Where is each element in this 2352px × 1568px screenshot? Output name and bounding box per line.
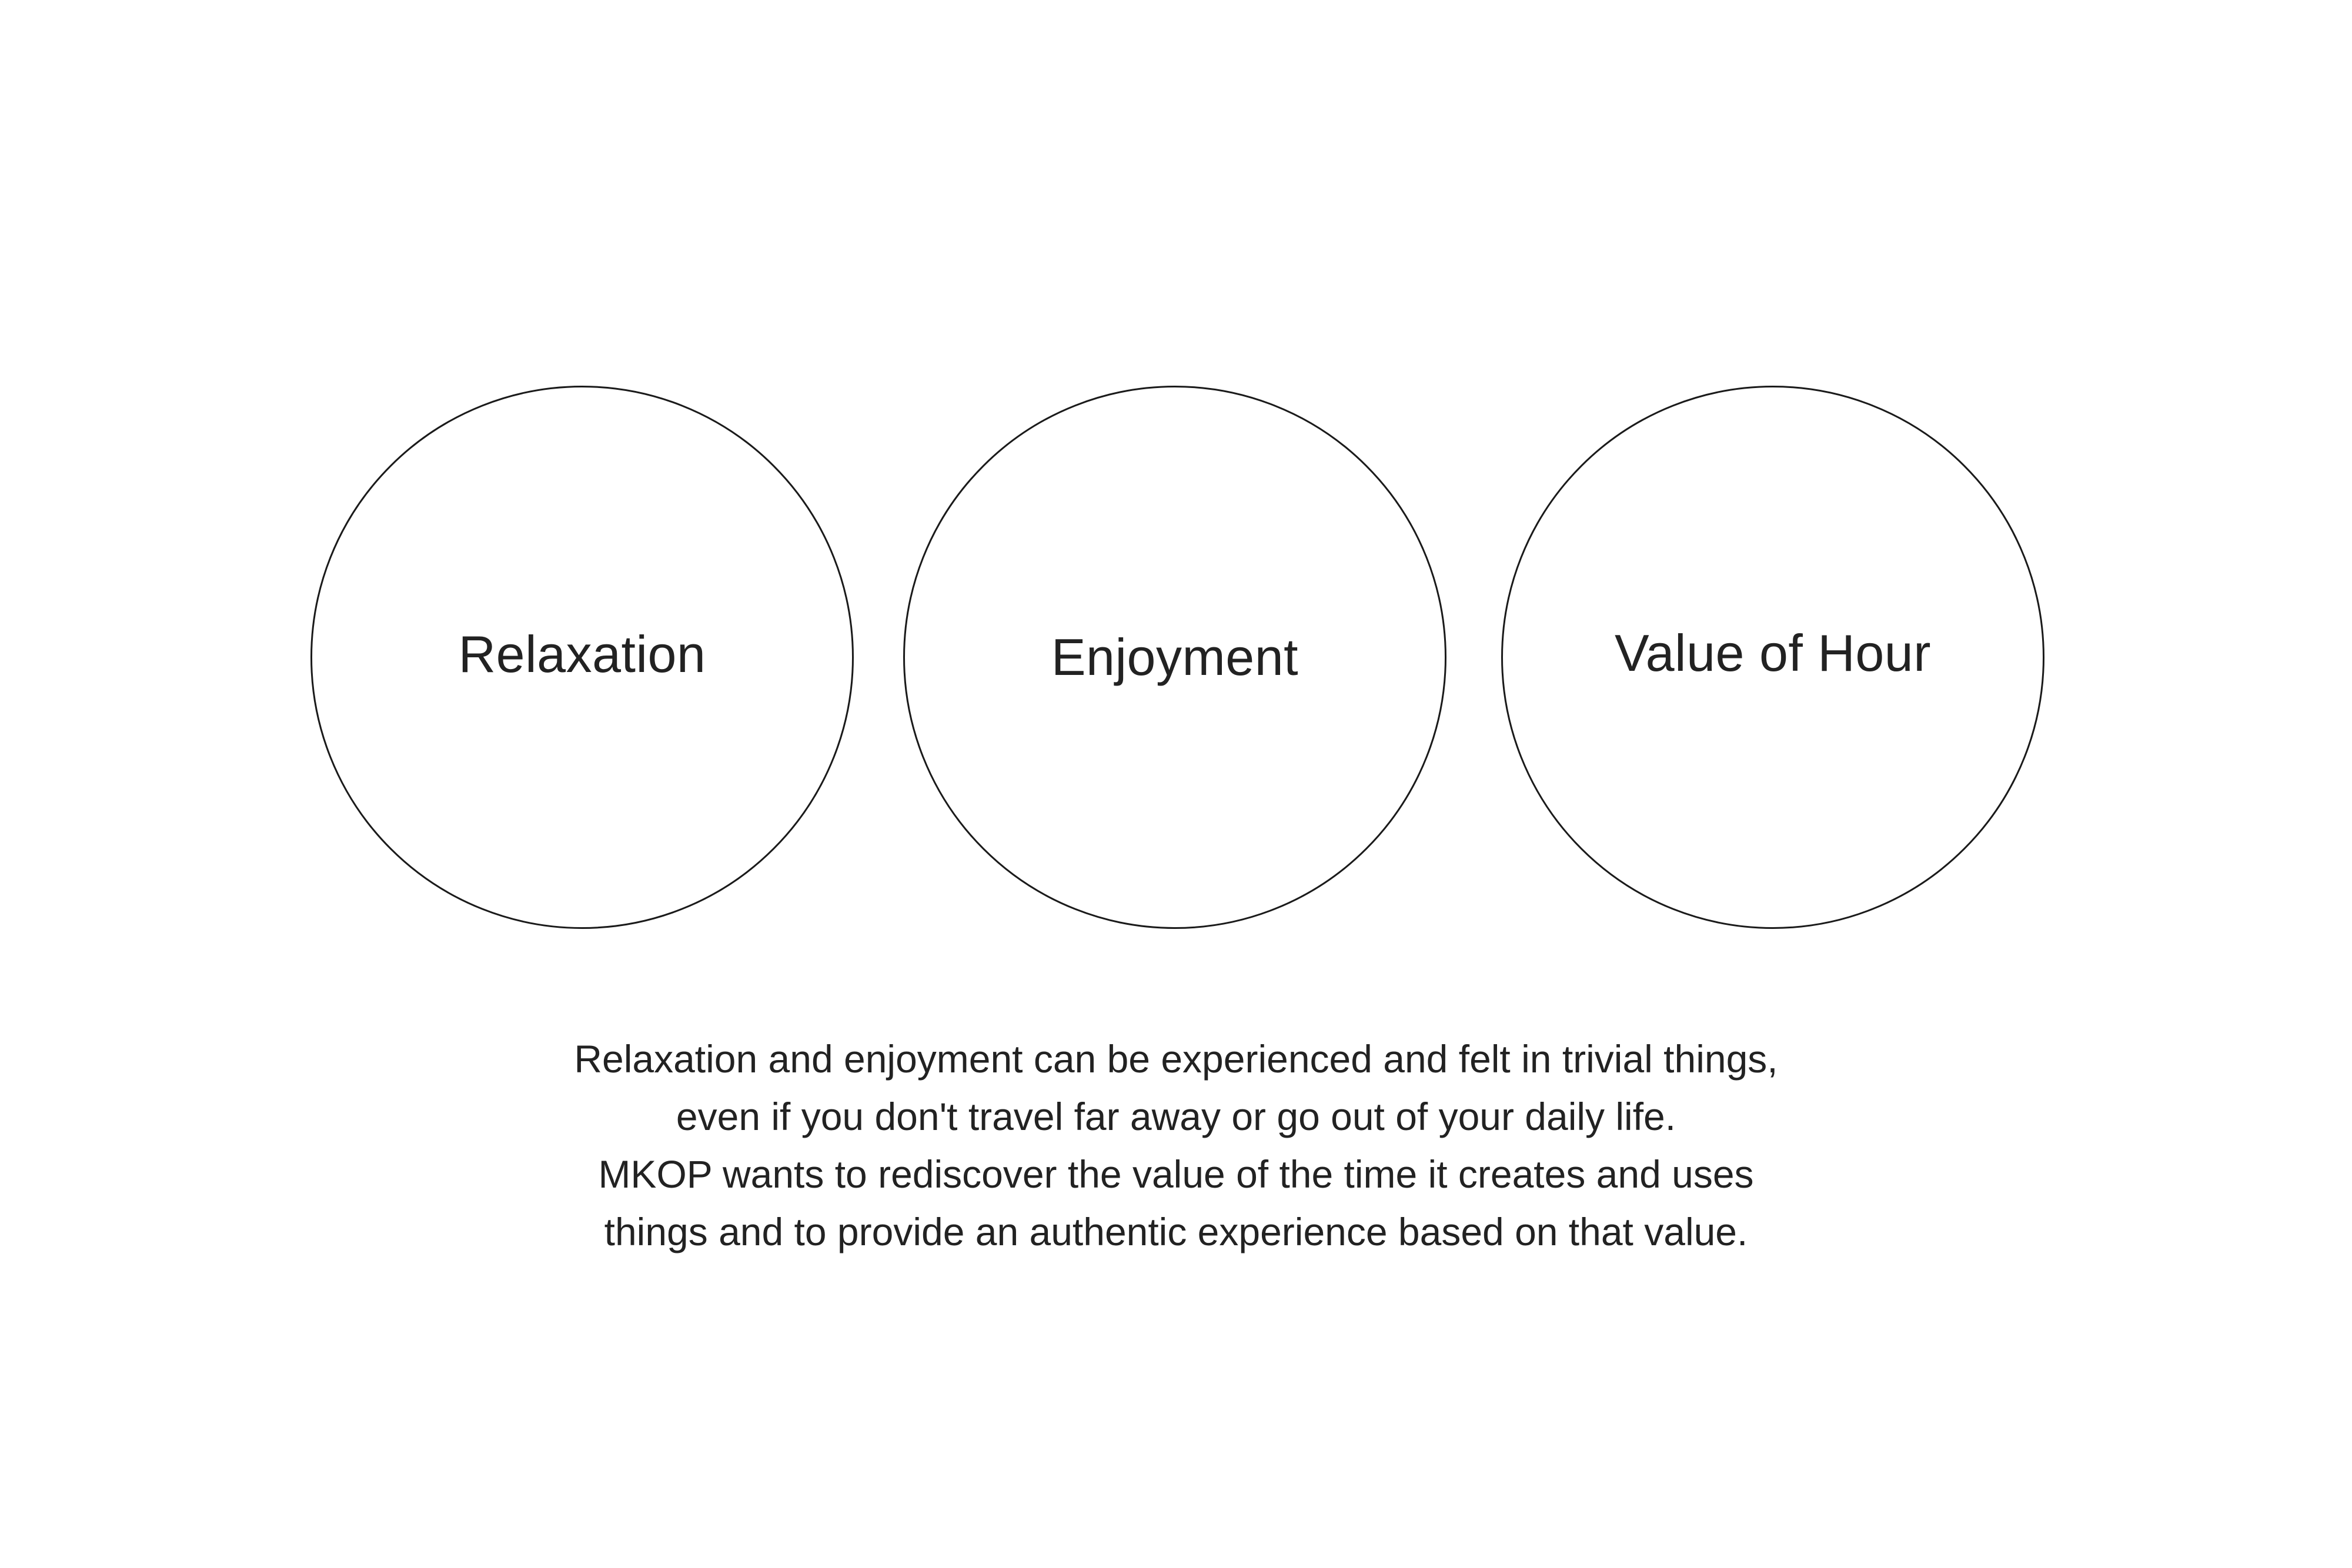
circle-enjoyment: Enjoyment <box>903 386 1446 929</box>
circle-label-enjoyment: Enjoyment <box>1051 628 1299 686</box>
circle-value-of-hour: Value of Hour <box>1501 386 2044 929</box>
description-paragraph: Relaxation and enjoyment can be experien… <box>0 1030 2352 1261</box>
circle-label-relaxation: Relaxation <box>458 625 706 683</box>
circle-relaxation: Relaxation <box>310 386 854 929</box>
description-line: even if you don't travel far away or go … <box>676 1095 1676 1138</box>
circle-label-value-of-hour: Value of Hour <box>1614 624 1932 682</box>
description-line: MKOP wants to rediscover the value of th… <box>598 1152 1754 1196</box>
description-line: Relaxation and enjoyment can be experien… <box>574 1037 1778 1081</box>
description-line: things and to provide an authentic exper… <box>604 1210 1748 1253</box>
